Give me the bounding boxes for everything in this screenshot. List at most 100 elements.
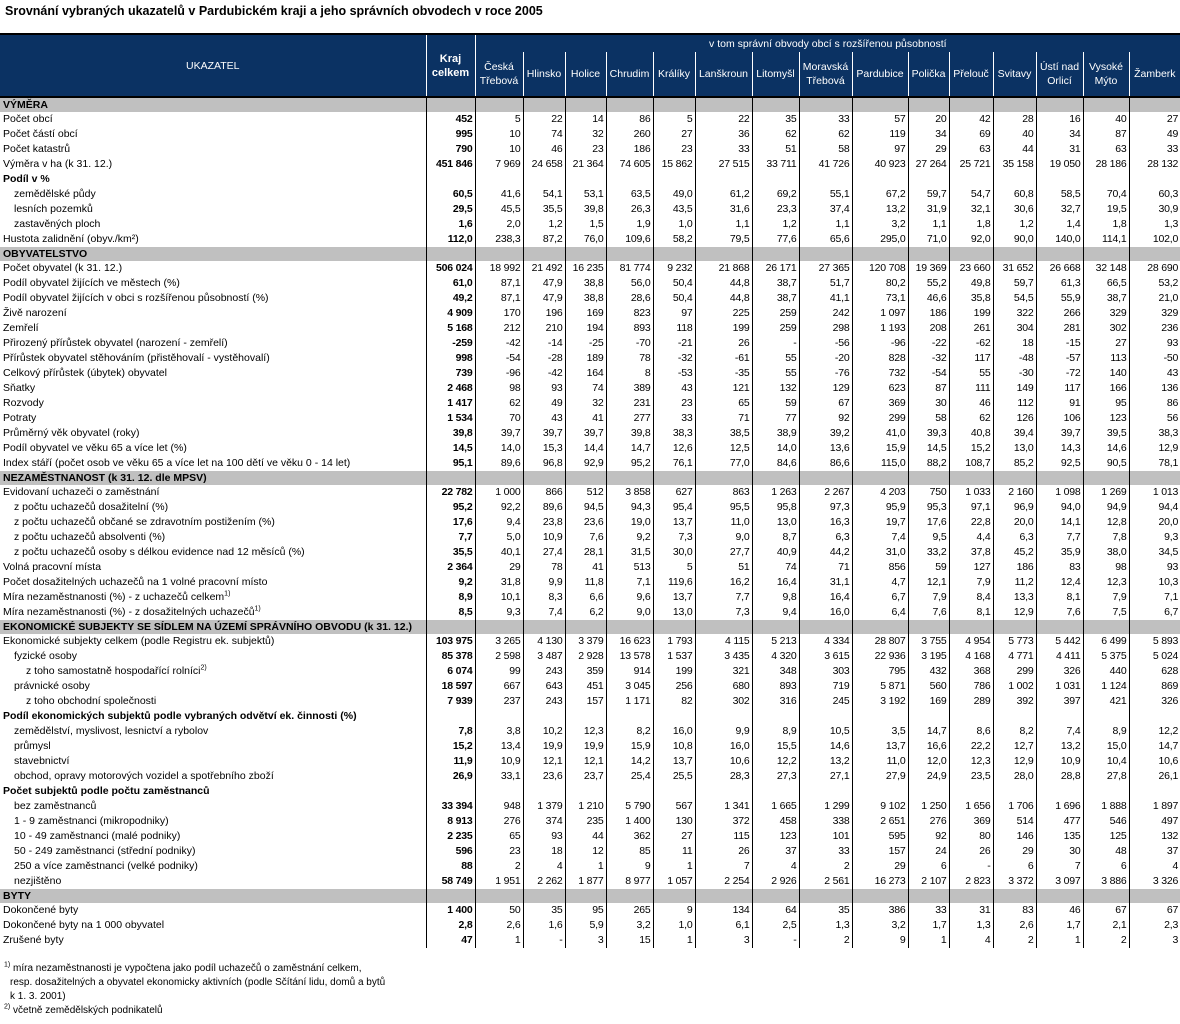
district-value-cell: 26 668 bbox=[1035, 261, 1083, 276]
table-row: z toho samostatně hospodařící rolníci2) 6… bbox=[0, 664, 1180, 679]
table-row: zemědělské půdy 60,5 41,6 54,1 53,1 63,5 49,0 6… bbox=[0, 187, 1180, 202]
region-total-cell: 29,5 bbox=[425, 202, 475, 217]
district-value-cell: 39,7 bbox=[474, 426, 523, 441]
empty-cell bbox=[1128, 620, 1180, 634]
footnote-line: 1) míra nezaměstnanosti je vypočtena jak… bbox=[4, 962, 385, 976]
section-title: EKONOMICKÉ SUBJEKTY SE SÍDLEM NA ÚZEMÍ S… bbox=[0, 620, 426, 634]
district-value-cell: 1 951 bbox=[474, 874, 523, 889]
region-total-cell: 17,6 bbox=[425, 515, 475, 530]
district-value-cell: 12,9 bbox=[992, 754, 1036, 769]
district-value-cell: 338 bbox=[798, 814, 852, 829]
district-value-cell: 750 bbox=[907, 485, 949, 500]
region-total-cell: -259 bbox=[425, 336, 475, 351]
district-value-cell: 42 bbox=[948, 112, 993, 127]
district-value-cell: 60,8 bbox=[992, 187, 1036, 202]
table-row: zemědělství, myslivost, lesnictví a rybo… bbox=[0, 724, 1180, 739]
table-row: bez zaměstnanců 33 394 948 1 379 1 210 5 790 5… bbox=[0, 799, 1180, 814]
district-value-cell: 4 411 bbox=[1035, 649, 1083, 664]
district-value-cell: 95,9 bbox=[851, 500, 908, 515]
district-value-cell: 1,7 bbox=[1035, 918, 1083, 933]
empty-cell bbox=[948, 620, 993, 634]
district-value-cell: 497 bbox=[1128, 814, 1180, 829]
district-value-cell: 10,6 bbox=[1128, 754, 1180, 769]
district-value-cell: 299 bbox=[992, 664, 1036, 679]
district-value-cell: 8,3 bbox=[522, 590, 565, 605]
district-value-cell: 9 bbox=[652, 903, 695, 918]
district-value-cell: 432 bbox=[907, 664, 949, 679]
region-total-cell: 95,2 bbox=[425, 500, 475, 515]
empty-cell bbox=[1035, 247, 1083, 261]
district-value-cell: 93 bbox=[1128, 336, 1180, 351]
district-value-cell: 15,0 bbox=[1082, 739, 1129, 754]
district-value-cell: 26 bbox=[948, 844, 993, 859]
region-total-cell: 26,9 bbox=[425, 769, 475, 784]
district-value-cell: 38,8 bbox=[564, 291, 606, 306]
empty-cell bbox=[992, 471, 1036, 485]
district-value-cell: 7,1 bbox=[1128, 590, 1180, 605]
district-value-cell: 89,6 bbox=[522, 500, 565, 515]
district-value-cell: 9 232 bbox=[652, 261, 695, 276]
district-value-cell: 20,0 bbox=[992, 515, 1036, 530]
district-value-cell: 7,9 bbox=[907, 590, 949, 605]
district-value-cell: 7,4 bbox=[1035, 724, 1083, 739]
district-value-cell bbox=[474, 172, 523, 187]
district-value-cell: 39,4 bbox=[992, 426, 1036, 441]
district-value-cell: 76,1 bbox=[652, 456, 695, 471]
section-title: VÝMĚRA bbox=[0, 97, 426, 112]
district-value-cell: 31 652 bbox=[992, 261, 1036, 276]
district-value-cell: 47,9 bbox=[522, 291, 565, 306]
row-label-text: stavebnictví bbox=[14, 755, 70, 767]
district-value-cell: -32 bbox=[907, 351, 949, 366]
district-value-cell: 50 bbox=[474, 903, 523, 918]
empty-cell bbox=[907, 247, 949, 261]
district-value-cell: 97,1 bbox=[948, 500, 993, 515]
district-value-cell: 199 bbox=[652, 664, 695, 679]
district-value-cell: 55,2 bbox=[907, 276, 949, 291]
empty-cell bbox=[522, 471, 565, 485]
district-value-cell: 1 665 bbox=[751, 799, 799, 814]
district-value-cell: 7,9 bbox=[948, 575, 993, 590]
district-value-cell: 45,2 bbox=[992, 545, 1036, 560]
district-value-cell: 87 bbox=[907, 381, 949, 396]
row-label: 50 - 249 zaměstnanci (střední podniky) bbox=[0, 844, 426, 859]
district-value-cell: 60,3 bbox=[1128, 187, 1180, 202]
district-value-cell: 13,2 bbox=[851, 202, 908, 217]
district-value-cell bbox=[851, 172, 908, 187]
district-value-cell: 2 107 bbox=[907, 874, 949, 889]
row-label: nezjištěno bbox=[0, 874, 426, 889]
district-value-cell: 11,2 bbox=[992, 575, 1036, 590]
table-row: Míra nezaměstnanosti (%) - z dosažitelný… bbox=[0, 605, 1180, 620]
row-label-text: Přirozený přírůstek obyvatel (narození -… bbox=[3, 337, 228, 349]
district-value-cell: 7,6 bbox=[1035, 605, 1083, 620]
region-total-cell: 6 074 bbox=[425, 664, 475, 679]
district-value-cell: 1 bbox=[564, 859, 606, 874]
district-value-cell: 22 936 bbox=[851, 649, 908, 664]
district-value-cell: 623 bbox=[851, 381, 908, 396]
section-row: VÝMĚRA bbox=[0, 97, 1180, 112]
section-title: BYTY bbox=[0, 889, 426, 903]
district-value-cell: 55 bbox=[751, 366, 799, 381]
district-value-cell: 15 bbox=[605, 933, 653, 948]
district-value-cell: 21 364 bbox=[564, 157, 606, 172]
row-label: 1 - 9 zaměstnanci (mikropodniky) bbox=[0, 814, 426, 829]
subheader-row: Počet subjektů podle počtu zaměstnanců bbox=[0, 784, 1180, 799]
district-value-cell: 2 928 bbox=[564, 649, 606, 664]
empty-cell bbox=[474, 620, 523, 634]
district-value-cell: 948 bbox=[474, 799, 523, 814]
district-value-cell: 43 bbox=[652, 381, 695, 396]
district-value-cell: 37 bbox=[1128, 844, 1180, 859]
district-value-cell: 132 bbox=[751, 381, 799, 396]
district-value-cell: 59,7 bbox=[907, 187, 949, 202]
district-value-cell: 30 bbox=[1035, 844, 1083, 859]
district-value-cell: 2,6 bbox=[474, 918, 523, 933]
district-value-cell: 97 bbox=[652, 306, 695, 321]
district-value-cell: 28,0 bbox=[992, 769, 1036, 784]
district-value-cell: 127 bbox=[948, 560, 993, 575]
district-value-cell: 5 893 bbox=[1128, 634, 1180, 649]
district-value-cell: 512 bbox=[564, 485, 606, 500]
district-value-cell: 13,7 bbox=[851, 739, 908, 754]
district-value-cell: 10,9 bbox=[1035, 754, 1083, 769]
row-label-text: z toho samostatně hospodařící rolníci bbox=[26, 665, 201, 677]
district-value-cell: 59 bbox=[907, 560, 949, 575]
table-row: Index stáří (počet osob ve věku 65 a víc… bbox=[0, 456, 1180, 471]
